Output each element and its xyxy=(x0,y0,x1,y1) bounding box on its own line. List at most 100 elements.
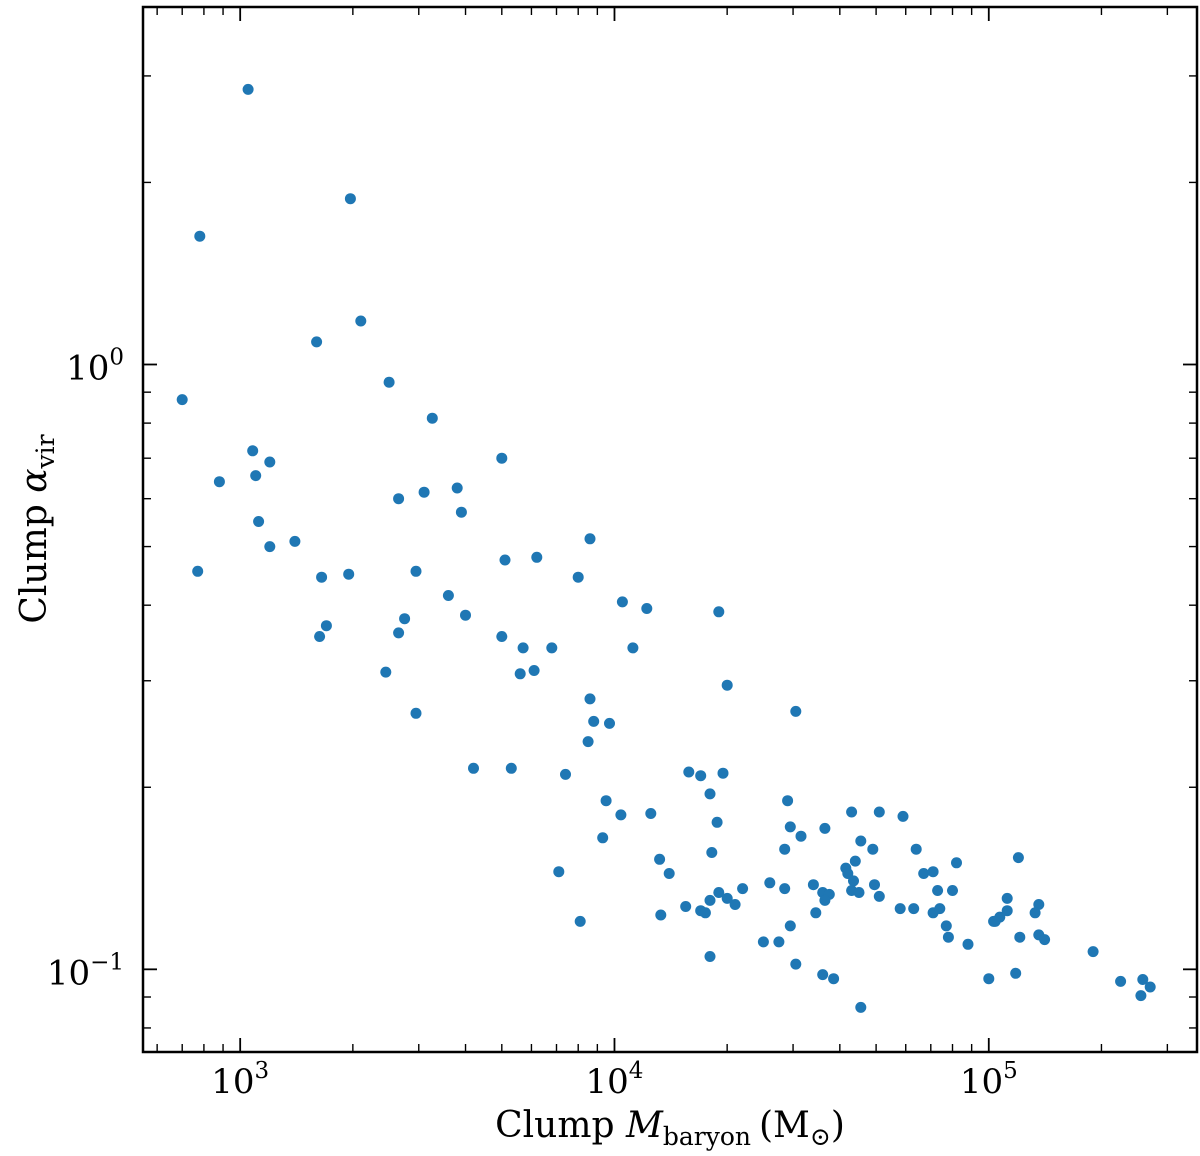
x-axis-label-unit-sub: ⊙ xyxy=(810,1122,831,1151)
data-point xyxy=(355,315,367,327)
x-axis-label: Clump Mbaryon (M⊙) xyxy=(495,1105,845,1151)
data-point xyxy=(810,907,822,919)
data-point xyxy=(1001,892,1013,904)
y-axis-label-prefix: Clump xyxy=(14,493,55,624)
data-point xyxy=(615,809,627,821)
x-tick-label-base: 10 xyxy=(211,1062,254,1102)
data-point xyxy=(853,887,865,898)
y-tick-label-exponent: 0 xyxy=(109,344,124,370)
axis-ticks xyxy=(143,7,1197,1052)
data-point xyxy=(645,808,657,819)
data-point xyxy=(194,230,206,242)
data-point xyxy=(817,969,829,981)
data-point xyxy=(897,810,909,822)
data-point xyxy=(264,541,276,553)
data-point xyxy=(849,855,861,867)
data-point xyxy=(927,866,939,878)
data-point xyxy=(426,412,438,424)
data-point xyxy=(842,868,854,879)
x-tick-label: 103 xyxy=(211,1058,269,1102)
x-axis-label-unit: (M xyxy=(759,1105,810,1146)
y-tick-label-exponent: −1 xyxy=(90,949,124,975)
data-point xyxy=(828,973,840,985)
data-point xyxy=(1137,974,1149,985)
data-point xyxy=(343,568,355,580)
data-point xyxy=(962,938,974,950)
data-point xyxy=(729,899,741,910)
data-point xyxy=(848,875,859,887)
data-point xyxy=(819,894,831,906)
data-point xyxy=(468,762,479,774)
data-point xyxy=(499,554,511,566)
data-point xyxy=(242,83,254,95)
data-point xyxy=(1087,946,1099,958)
data-point xyxy=(584,693,596,705)
data-point xyxy=(940,920,952,932)
data-point xyxy=(790,705,802,717)
x-axis-label-symbol: M xyxy=(625,1105,664,1146)
y-tick-label: 100 xyxy=(66,344,124,388)
x-tick-label: 105 xyxy=(960,1058,1018,1102)
data-point xyxy=(873,890,885,902)
data-point xyxy=(572,571,584,583)
data-point xyxy=(289,535,301,547)
x-tick-label-base: 10 xyxy=(586,1062,629,1102)
data-point xyxy=(773,936,785,948)
data-point xyxy=(410,565,422,577)
data-point xyxy=(737,883,749,895)
data-point xyxy=(641,603,653,614)
data-point xyxy=(1014,931,1026,943)
data-point xyxy=(316,571,328,583)
data-point xyxy=(655,909,667,921)
x-axis-label-subscript: baryon xyxy=(663,1122,751,1151)
data-point xyxy=(546,642,558,654)
data-point xyxy=(1029,907,1041,919)
data-point xyxy=(951,857,962,869)
data-point xyxy=(918,868,930,879)
data-point xyxy=(721,679,733,691)
data-point xyxy=(683,766,695,778)
y-axis-label: Clump αvir xyxy=(14,434,60,623)
data-point xyxy=(588,715,600,727)
data-point xyxy=(713,887,725,898)
data-point xyxy=(176,394,188,406)
data-point xyxy=(192,565,204,577)
data-point xyxy=(947,885,958,896)
data-point xyxy=(460,609,471,621)
data-point xyxy=(410,707,422,719)
data-point xyxy=(983,973,995,985)
data-point xyxy=(553,866,565,878)
data-point xyxy=(1001,905,1013,917)
data-point xyxy=(1115,975,1127,987)
x-tick-label-exponent: 3 xyxy=(254,1058,269,1084)
data-point xyxy=(574,915,586,927)
data-point xyxy=(942,931,954,943)
data-point xyxy=(721,892,733,904)
data-point xyxy=(795,830,807,842)
data-point xyxy=(932,885,944,896)
data-point xyxy=(604,717,615,729)
data-point xyxy=(663,868,675,879)
data-point xyxy=(654,853,666,865)
x-tick-label-exponent: 4 xyxy=(629,1058,644,1084)
data-point xyxy=(680,901,692,912)
plot-frame xyxy=(141,5,1199,1054)
data-point xyxy=(584,533,596,545)
data-point xyxy=(320,620,332,632)
data-point xyxy=(600,795,612,807)
data-point xyxy=(253,516,265,527)
data-point xyxy=(560,768,571,780)
x-tick-label: 104 xyxy=(586,1058,644,1102)
data-point xyxy=(855,1001,867,1013)
data-point xyxy=(819,822,831,834)
data-point xyxy=(380,666,392,678)
data-point xyxy=(528,665,540,676)
data-point xyxy=(704,951,716,962)
data-point xyxy=(264,456,276,468)
data-point xyxy=(717,767,729,779)
y-tick-label-base: 10 xyxy=(47,953,90,993)
y-tick-label: 10−1 xyxy=(47,949,124,993)
x-axis-label-prefix: Clump xyxy=(495,1105,626,1146)
